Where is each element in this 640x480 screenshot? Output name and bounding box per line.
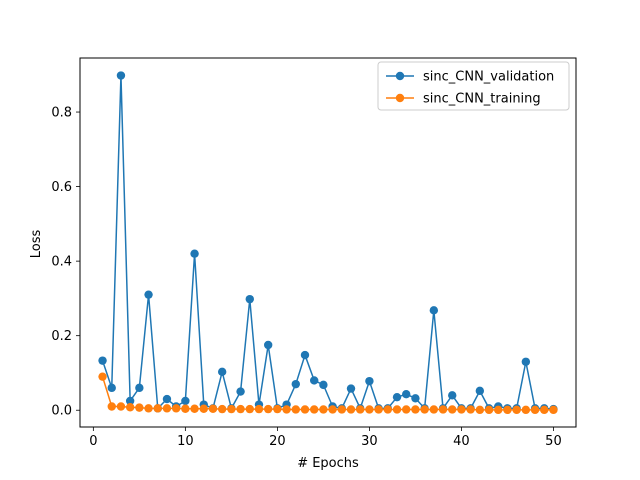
data-point-0-41: [475, 386, 485, 396]
data-point-1-15: [236, 404, 245, 414]
y-tick-label-1: 0.2: [51, 329, 72, 344]
plot-area: [98, 71, 558, 415]
legend-label-1: sinc_CNN_training: [423, 92, 541, 107]
data-point-0-21: [291, 379, 300, 389]
data-point-1-26: [337, 405, 346, 414]
data-point-0-46: [521, 357, 531, 366]
x-tick-label-1: 10: [177, 434, 194, 449]
data-point-0-34: [411, 394, 420, 403]
data-point-1-9: [181, 404, 190, 413]
x-tick-label-5: 50: [545, 434, 562, 449]
y-tick-label-4: 0.8: [51, 106, 72, 121]
data-point-1-22: [300, 405, 310, 414]
data-point-0-16: [245, 294, 254, 304]
data-point-1-11: [199, 404, 208, 413]
legend-marker-0: [395, 71, 405, 81]
data-point-1-35: [420, 405, 429, 414]
data-point-0-29: [365, 376, 374, 386]
data-point-0-24: [319, 380, 328, 390]
data-point-1-12: [208, 404, 218, 413]
data-point-1-24: [319, 405, 328, 414]
data-point-1-8: [171, 404, 181, 413]
x-axis-label: # Epochs: [297, 456, 359, 471]
legend: sinc_CNN_validation sinc_CNN_training: [377, 61, 570, 111]
y-axis-label: Loss: [29, 230, 44, 259]
axes-frame: [79, 57, 577, 428]
data-point-1-40: [466, 405, 475, 414]
x-tick-label-4: 40: [453, 434, 470, 449]
data-point-1-39: [457, 405, 466, 414]
data-point-1-27: [346, 405, 356, 414]
data-point-1-34: [411, 405, 420, 414]
data-point-1-18: [263, 404, 273, 414]
data-point-1-16: [245, 404, 254, 414]
data-point-0-33: [402, 390, 411, 399]
data-point-1-43: [494, 405, 503, 415]
x-tick-label-2: 20: [269, 434, 286, 449]
data-point-1-10: [190, 404, 199, 413]
data-point-1-5: [144, 404, 153, 413]
data-point-1-46: [521, 405, 531, 415]
data-point-0-38: [448, 391, 457, 400]
data-point-1-20: [282, 405, 291, 414]
data-point-0-7: [162, 394, 172, 404]
data-point-1-7: [162, 404, 172, 413]
legend-box: [377, 61, 570, 111]
data-point-1-13: [217, 404, 227, 414]
data-point-1-32: [392, 405, 402, 414]
data-point-1-17: [254, 404, 264, 414]
data-point-0-15: [236, 387, 245, 396]
data-point-0-0: [98, 356, 107, 365]
data-point-1-14: [227, 404, 236, 414]
data-point-1-29: [365, 405, 374, 414]
data-point-1-33: [402, 405, 411, 414]
y-tick-label-0: 0.0: [51, 404, 72, 419]
data-point-1-0: [98, 372, 107, 381]
data-point-1-21: [291, 405, 300, 414]
data-point-1-31: [383, 405, 393, 414]
data-point-1-2: [116, 402, 126, 411]
data-point-1-37: [438, 405, 448, 414]
x-tick-label-3: 30: [361, 434, 378, 449]
data-point-1-48: [540, 405, 549, 415]
data-point-0-36: [429, 306, 439, 315]
data-point-0-27: [346, 384, 356, 393]
y-tick-label-2: 0.4: [51, 255, 72, 270]
data-point-0-5: [144, 290, 153, 299]
data-point-0-3: [125, 396, 135, 406]
data-point-0-23: [310, 376, 319, 385]
data-point-1-41: [475, 405, 485, 415]
data-point-1-1: [107, 402, 116, 411]
legend-marker-1: [395, 93, 405, 103]
data-point-1-44: [503, 405, 512, 415]
data-point-0-10: [190, 249, 199, 258]
data-point-0-4: [135, 383, 144, 393]
data-point-1-36: [429, 405, 439, 414]
data-point-1-45: [512, 405, 521, 415]
legend-label-0: sinc_CNN_validation: [423, 70, 554, 85]
data-point-0-32: [392, 392, 402, 402]
data-point-1-25: [328, 405, 337, 414]
data-point-0-1: [107, 383, 116, 393]
data-point-1-4: [135, 403, 144, 412]
data-point-1-38: [448, 405, 457, 414]
data-point-1-49: [549, 405, 558, 415]
data-point-1-28: [356, 405, 365, 414]
data-point-0-2: [116, 71, 126, 80]
data-point-1-6: [153, 404, 162, 413]
x-tick-label-0: 0: [89, 434, 97, 449]
y-tick-label-3: 0.6: [51, 180, 72, 195]
data-point-0-22: [300, 350, 310, 360]
data-point-1-19: [273, 404, 282, 414]
axes: 0 10 20 30 40 50 0.0 0.2 0.4 0.6 0.8: [51, 57, 577, 449]
data-point-1-23: [310, 405, 319, 414]
data-point-0-9: [181, 396, 190, 406]
data-point-1-30: [374, 405, 383, 414]
data-point-0-18: [263, 340, 273, 350]
data-point-0-13: [217, 367, 227, 377]
data-point-1-42: [484, 405, 494, 415]
data-point-1-3: [125, 403, 135, 412]
data-point-1-47: [530, 405, 540, 415]
